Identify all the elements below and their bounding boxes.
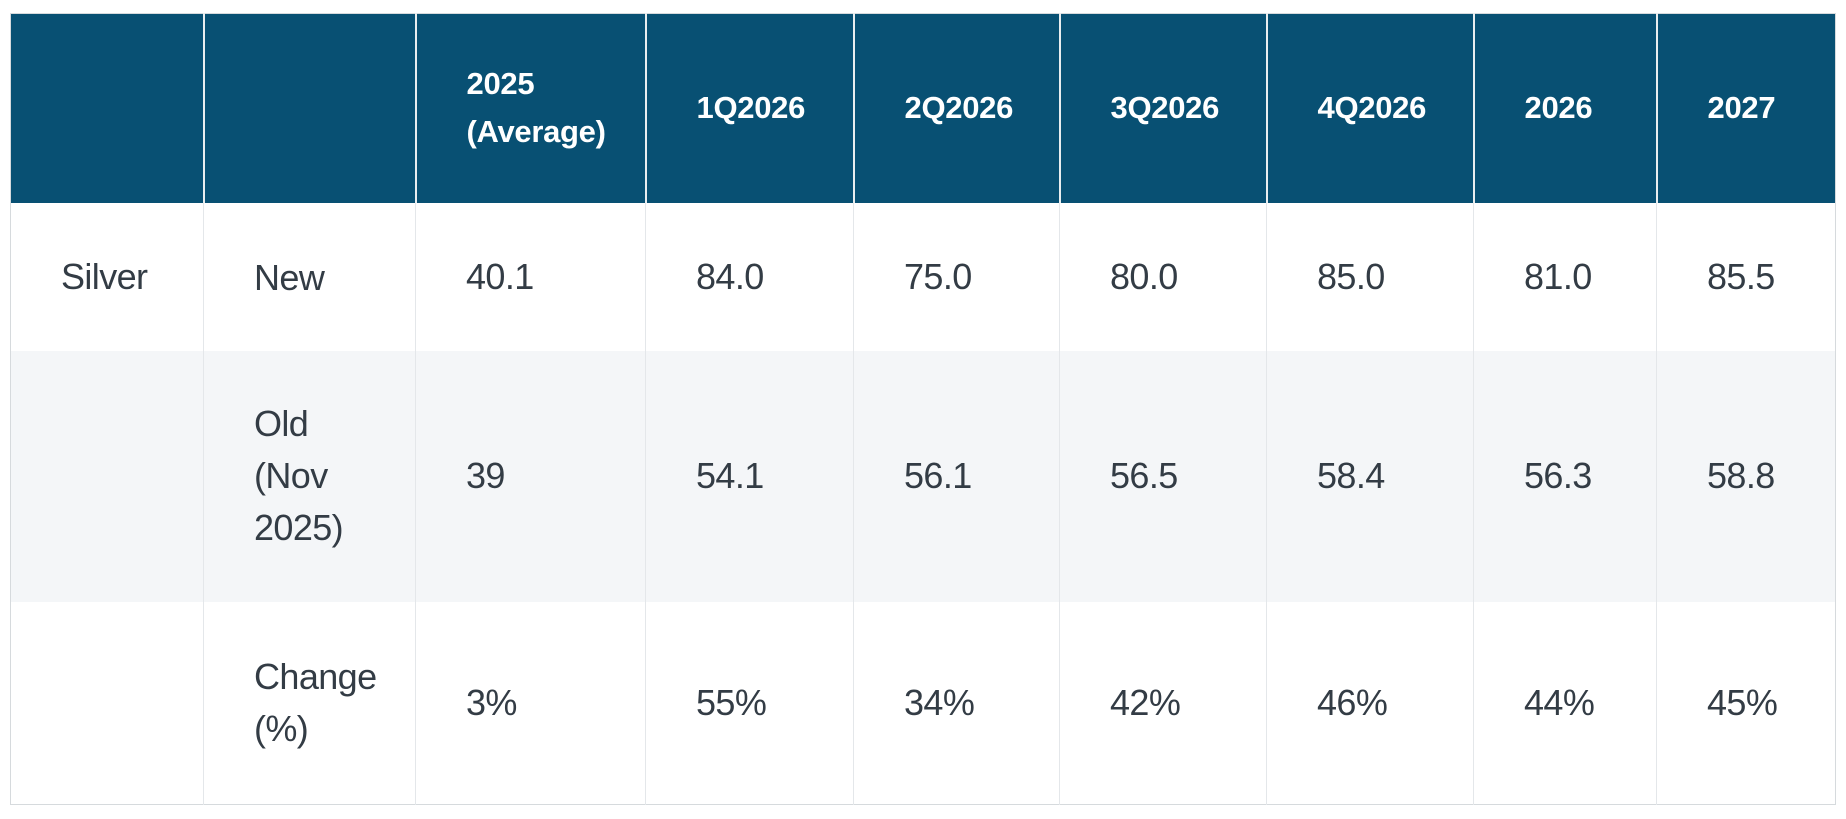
value-cell: 75.0 xyxy=(853,202,1060,351)
value-cell: 46% xyxy=(1266,601,1474,805)
value-cell: 55% xyxy=(645,601,854,805)
value-cell: 85.0 xyxy=(1266,202,1474,351)
value-cell: 58.8 xyxy=(1656,350,1836,602)
value-cell: 34% xyxy=(853,601,1060,805)
value-cell: 85.5 xyxy=(1656,202,1836,351)
value-cell: 80.0 xyxy=(1059,202,1267,351)
table-row-old: Old (Nov 2025) 39 54.1 56.1 56.5 58.4 56… xyxy=(10,350,1836,602)
header-cell-1q2026: 1Q2026 xyxy=(645,13,855,203)
value-cell: 39 xyxy=(415,350,646,602)
value-cell: 44% xyxy=(1473,601,1657,805)
value-cell: 54.1 xyxy=(645,350,854,602)
value-cell: 84.0 xyxy=(645,202,854,351)
value-cell: 81.0 xyxy=(1473,202,1657,351)
value-cell: 3% xyxy=(415,601,646,805)
value-cell: 40.1 xyxy=(415,202,646,351)
value-cell: 56.3 xyxy=(1473,350,1657,602)
header-row: 2025 (Average) 1Q2026 2Q2026 3Q2026 4Q20… xyxy=(10,13,1836,203)
header-cell-2027: 2027 xyxy=(1656,13,1836,203)
header-cell-4q2026: 4Q2026 xyxy=(1266,13,1475,203)
value-cell: 58.4 xyxy=(1266,350,1474,602)
value-cell: 56.5 xyxy=(1059,350,1267,602)
group-label-cell xyxy=(10,350,204,602)
header-cell-2026: 2026 xyxy=(1473,13,1658,203)
metric-label: New xyxy=(254,256,325,298)
header-cell-group xyxy=(10,13,205,203)
value-cell: 45% xyxy=(1656,601,1836,805)
value-cell: 42% xyxy=(1059,601,1267,805)
header-cell-2q2026: 2Q2026 xyxy=(853,13,1061,203)
metric-label-cell: Old (Nov 2025) xyxy=(203,350,416,602)
header-cell-2025-average: 2025 (Average) xyxy=(415,13,647,203)
table-row-change: Change (%) 3% 55% 34% 42% 46% 44% 45% xyxy=(10,601,1836,805)
metric-label: Old (Nov 2025) xyxy=(254,403,344,548)
metric-label-cell: New xyxy=(203,202,416,351)
group-label-cell: Silver xyxy=(10,202,204,351)
metric-label: Change (%) xyxy=(254,655,377,749)
header-cell-metric xyxy=(203,13,417,203)
silver-forecast-table: 2025 (Average) 1Q2026 2Q2026 3Q2026 4Q20… xyxy=(10,13,1836,805)
header-cell-3q2026: 3Q2026 xyxy=(1059,13,1268,203)
group-label-cell xyxy=(10,601,204,805)
metric-label-cell: Change (%) xyxy=(203,601,416,805)
table-row-new: Silver New 40.1 84.0 75.0 80.0 85.0 81.0… xyxy=(10,202,1836,351)
value-cell: 56.1 xyxy=(853,350,1060,602)
